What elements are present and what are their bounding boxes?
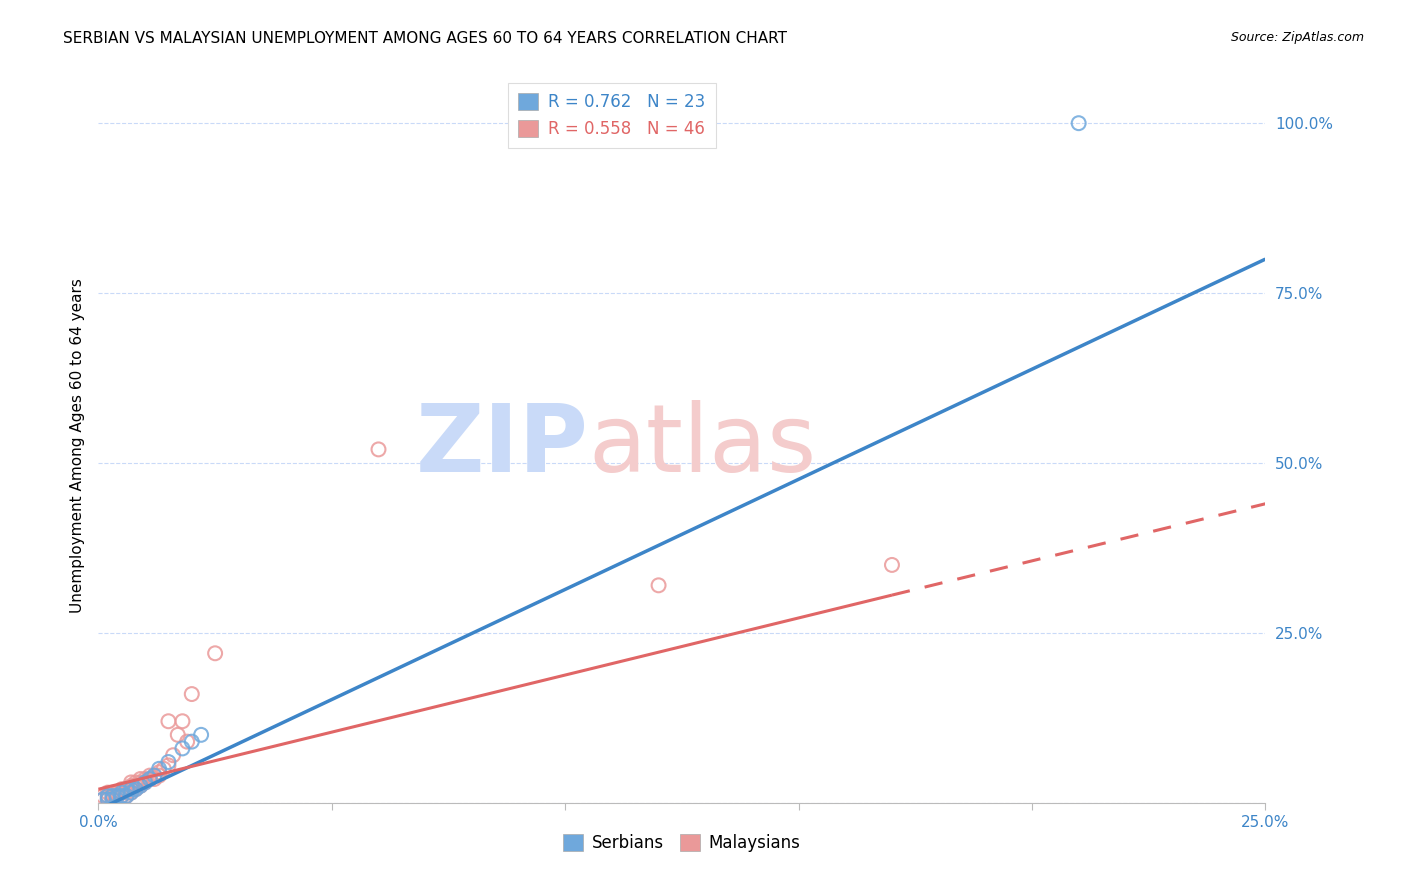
Point xyxy=(139,769,162,783)
Point xyxy=(367,442,389,457)
Point xyxy=(143,769,166,783)
Point xyxy=(91,789,114,803)
Point xyxy=(111,789,134,803)
Point xyxy=(115,789,138,803)
Point xyxy=(139,772,162,786)
Point xyxy=(172,741,194,756)
Point xyxy=(111,789,134,803)
Point xyxy=(120,775,142,789)
Point xyxy=(157,714,180,729)
Point xyxy=(97,792,120,806)
Text: atlas: atlas xyxy=(589,400,817,492)
Point xyxy=(97,786,120,800)
Point xyxy=(143,772,166,786)
Point xyxy=(105,789,128,803)
Point xyxy=(120,786,142,800)
Point xyxy=(880,558,903,572)
Point xyxy=(176,734,198,748)
Point xyxy=(125,775,148,789)
Point xyxy=(111,786,134,800)
Point xyxy=(125,782,148,797)
Point xyxy=(125,782,148,797)
Point xyxy=(204,646,226,660)
Point xyxy=(91,792,114,806)
Point xyxy=(152,762,174,776)
Point xyxy=(157,758,180,772)
Point xyxy=(134,772,156,786)
Point xyxy=(105,786,128,800)
Point xyxy=(101,789,124,803)
Point xyxy=(101,786,124,800)
Point xyxy=(143,769,166,783)
Point xyxy=(148,769,170,783)
Point xyxy=(190,728,212,742)
Point xyxy=(101,792,124,806)
Point xyxy=(180,687,202,701)
Point xyxy=(162,748,184,763)
Point xyxy=(111,786,134,800)
Text: ZIP: ZIP xyxy=(416,400,589,492)
Point xyxy=(157,755,180,769)
Point xyxy=(115,782,138,797)
Point xyxy=(91,792,114,806)
Point xyxy=(134,775,156,789)
Point xyxy=(172,714,194,729)
Text: Source: ZipAtlas.com: Source: ZipAtlas.com xyxy=(1230,31,1364,45)
Point xyxy=(111,782,134,797)
Point xyxy=(115,786,138,800)
Point xyxy=(120,782,142,797)
Point xyxy=(139,772,162,786)
Point xyxy=(115,782,138,797)
Point xyxy=(125,779,148,793)
Point xyxy=(129,779,152,793)
Point xyxy=(101,789,124,803)
Y-axis label: Unemployment Among Ages 60 to 64 years: Unemployment Among Ages 60 to 64 years xyxy=(69,278,84,614)
Point xyxy=(129,772,152,786)
Point xyxy=(97,789,120,803)
Point xyxy=(105,789,128,803)
Point xyxy=(148,765,170,780)
Point xyxy=(120,786,142,800)
Point xyxy=(180,734,202,748)
Point xyxy=(97,792,120,806)
Text: SERBIAN VS MALAYSIAN UNEMPLOYMENT AMONG AGES 60 TO 64 YEARS CORRELATION CHART: SERBIAN VS MALAYSIAN UNEMPLOYMENT AMONG … xyxy=(63,31,787,46)
Point xyxy=(101,792,124,806)
Point xyxy=(129,779,152,793)
Point xyxy=(148,762,170,776)
Legend: Serbians, Malaysians: Serbians, Malaysians xyxy=(557,827,807,859)
Point xyxy=(97,789,120,803)
Point xyxy=(134,775,156,789)
Point xyxy=(647,578,669,592)
Point xyxy=(129,775,152,789)
Point xyxy=(1067,116,1090,130)
Point xyxy=(120,779,142,793)
Point xyxy=(166,728,188,742)
Point xyxy=(120,782,142,797)
Point xyxy=(115,789,138,803)
